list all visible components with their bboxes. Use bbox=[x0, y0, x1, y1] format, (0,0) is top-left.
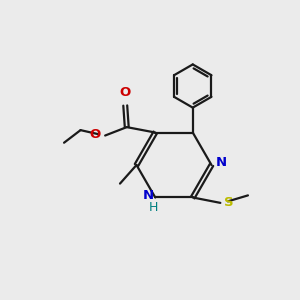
Text: N: N bbox=[216, 156, 227, 170]
Text: O: O bbox=[120, 86, 131, 99]
Text: H: H bbox=[149, 201, 158, 214]
Text: O: O bbox=[89, 128, 100, 141]
Text: N: N bbox=[142, 190, 154, 202]
Text: S: S bbox=[224, 196, 234, 209]
